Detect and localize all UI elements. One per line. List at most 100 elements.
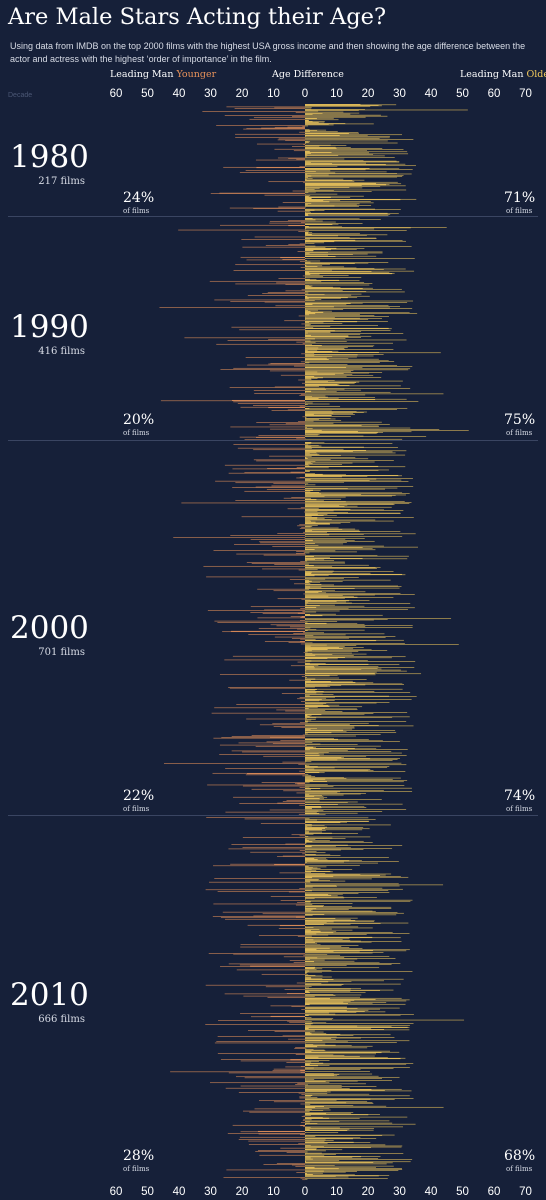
bar-older [305, 585, 399, 587]
bar-younger [301, 527, 305, 528]
bar-older [305, 1129, 374, 1131]
bar-younger [303, 511, 305, 513]
bar-older [305, 577, 359, 578]
bar-older [305, 1061, 319, 1062]
bar-older [305, 798, 325, 800]
bar-older [305, 933, 410, 934]
bar-older [305, 198, 312, 200]
bar-older [305, 419, 306, 421]
bar-younger [251, 735, 305, 736]
bar-older [305, 104, 361, 105]
bar-older [305, 732, 332, 734]
bar-older [305, 484, 316, 486]
bar-older [305, 614, 311, 615]
bar-older [305, 183, 402, 185]
bar-younger [209, 1082, 305, 1084]
bar-older [305, 633, 385, 635]
bar-younger [232, 655, 305, 657]
bar-younger [300, 1134, 305, 1135]
bar-older [305, 178, 313, 179]
bar-older [305, 123, 346, 124]
bar-older [305, 224, 333, 226]
bar-older [305, 346, 306, 348]
decade-film-count: 666 films [38, 1014, 85, 1025]
bar-older [305, 1011, 365, 1012]
bar-younger [232, 468, 305, 470]
bar-older [305, 735, 356, 737]
bar-older [305, 514, 324, 516]
bar-older [305, 517, 318, 519]
bar-older [305, 464, 343, 465]
bar-younger [289, 626, 305, 628]
bar-older [305, 184, 390, 185]
bar-older [305, 256, 336, 258]
bar-older [305, 724, 350, 725]
bar-older [305, 779, 313, 781]
bar-older [305, 182, 377, 184]
bar-older [305, 1021, 312, 1022]
bar-older [305, 911, 376, 912]
bar-older [305, 1113, 327, 1115]
bar-younger [241, 239, 305, 240]
bar-younger [159, 307, 305, 308]
bar-older [305, 838, 307, 840]
bar-older [305, 1043, 326, 1045]
bar-older [305, 153, 409, 155]
bar-older [305, 178, 344, 180]
bar-older [305, 173, 412, 175]
bar-older [305, 671, 377, 673]
bar-older [305, 356, 333, 357]
bar-younger [269, 222, 305, 224]
bar-older [305, 597, 345, 599]
bar-younger [253, 405, 305, 406]
decade-year: 2000 [10, 610, 89, 646]
bar-younger [214, 878, 305, 879]
bar-younger [287, 1020, 305, 1022]
bar-older [305, 115, 388, 117]
bar-older [305, 326, 331, 327]
bar-older [305, 681, 331, 683]
bar-older [305, 251, 383, 253]
bar-older [305, 667, 415, 668]
bar-younger [290, 615, 305, 617]
bar-older [305, 315, 375, 316]
bar-older [305, 1011, 386, 1013]
bar-older [305, 1054, 334, 1056]
bar-older [305, 600, 370, 601]
bar-older [305, 786, 310, 788]
bar-older [305, 1068, 394, 1069]
bar-older [305, 894, 332, 896]
bar-younger [243, 995, 305, 997]
bar-older [305, 1048, 307, 1050]
bar-older [305, 769, 371, 770]
bar-older [305, 1090, 385, 1091]
bar-younger [299, 1097, 305, 1099]
bar-younger [202, 111, 305, 112]
bar-older [305, 970, 332, 971]
bar-younger [298, 379, 305, 381]
bar-older [305, 662, 310, 664]
bar-older [305, 973, 306, 975]
bar-older [305, 1063, 407, 1065]
bar-younger [295, 112, 305, 113]
bar-older [305, 1178, 308, 1180]
bar-older [305, 540, 375, 542]
bar-older [305, 797, 328, 799]
bar-younger [274, 148, 305, 150]
bar-older [305, 795, 322, 796]
bar-older [305, 678, 306, 679]
bar-older [305, 1033, 341, 1035]
bar-older [305, 935, 312, 937]
bar-older [305, 578, 344, 579]
bar-older [305, 575, 315, 577]
bar-older [305, 1096, 311, 1097]
bar-older [305, 196, 331, 198]
bar-older [305, 703, 324, 705]
bar-younger [300, 1066, 305, 1067]
bar-older [305, 404, 308, 405]
bar-older [305, 713, 374, 714]
bar-older [305, 754, 320, 756]
bar-older [305, 657, 392, 659]
bar-older [305, 226, 342, 228]
bar-older [305, 504, 395, 505]
